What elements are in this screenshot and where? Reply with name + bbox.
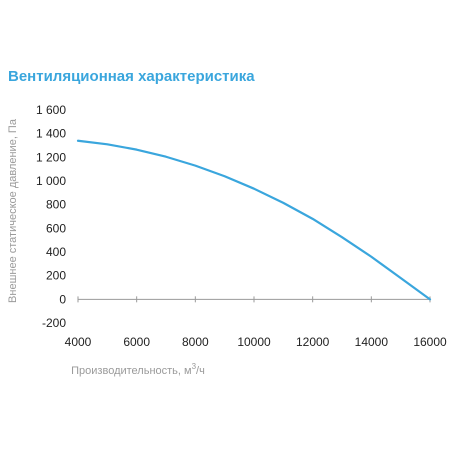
y-tick-label: 1 000 xyxy=(36,174,66,188)
x-tick-label: 10000 xyxy=(237,335,271,349)
x-axis-label-sup: 3 xyxy=(192,362,197,371)
y-axis-label: Внешнее статическое давление, Па xyxy=(7,118,19,303)
x-axis-label-unit: /ч xyxy=(196,365,205,377)
y-tick-label: 400 xyxy=(46,245,66,259)
series-line xyxy=(76,139,432,301)
y-tick-label: 1 600 xyxy=(36,103,66,117)
x-axis-ticks: 4000 6000 8000 10000 12000 14000 16000 xyxy=(65,335,447,349)
x-tick-label: 4000 xyxy=(65,335,92,349)
y-axis-ticks: 1 600 1 400 1 200 1 000 800 600 400 200 0 -200 xyxy=(36,103,66,330)
chart-title: Вентиляционная характеристика xyxy=(8,68,255,85)
x-axis-label-main: Производительность, м xyxy=(71,365,191,377)
y-tick-label: 1 400 xyxy=(36,127,66,141)
x-tick-label: 16000 xyxy=(413,335,447,349)
y-tick-label: 1 200 xyxy=(36,150,66,164)
y-tick-label: 0 xyxy=(59,292,66,306)
y-tick-label: 800 xyxy=(46,198,66,212)
y-tick-label: -200 xyxy=(42,316,66,330)
x-tick-label: 12000 xyxy=(296,335,330,349)
y-tick-label: 600 xyxy=(46,221,66,235)
x-tick-label: 8000 xyxy=(182,335,209,349)
x-tick-label: 6000 xyxy=(123,335,150,349)
x-tick-label: 14000 xyxy=(355,335,389,349)
x-axis-tick-marks xyxy=(77,296,431,303)
y-tick-label: 200 xyxy=(46,269,66,283)
x-axis-label: Производительность, м3/ч xyxy=(71,362,205,377)
